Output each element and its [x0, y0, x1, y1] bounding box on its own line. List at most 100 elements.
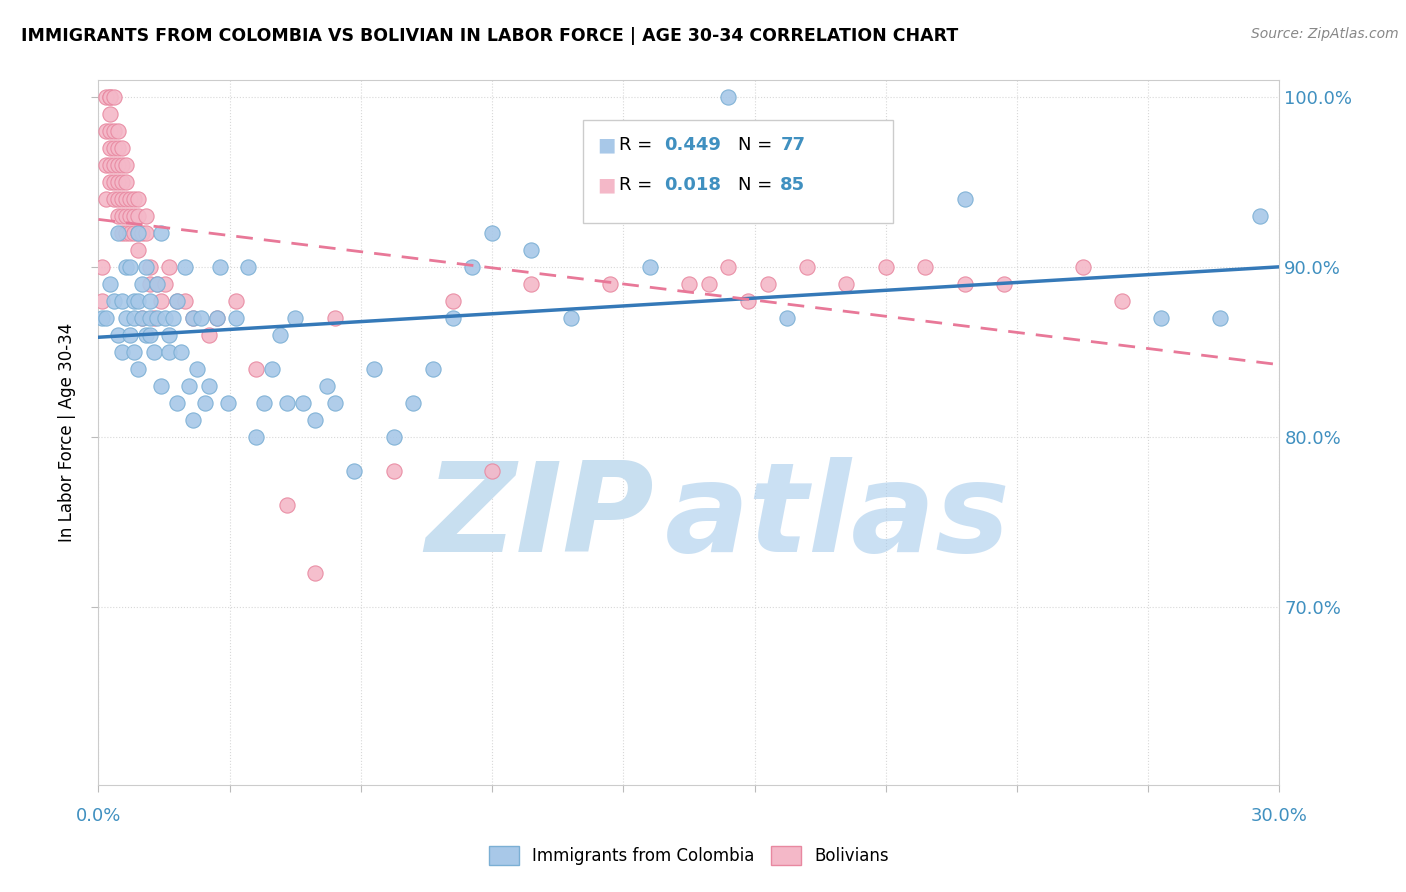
- Point: [190, 311, 212, 326]
- Text: ZIP: ZIP: [425, 457, 654, 578]
- Point: [382, 464, 405, 478]
- Point: [993, 277, 1015, 291]
- Point: [304, 566, 326, 580]
- Legend: Immigrants from Colombia, Bolivians: Immigrants from Colombia, Bolivians: [482, 839, 896, 871]
- Point: [225, 311, 247, 326]
- Point: [155, 277, 177, 291]
- Point: [131, 226, 153, 240]
- Point: [520, 243, 543, 257]
- Point: [177, 379, 200, 393]
- Point: [115, 260, 138, 274]
- Point: [127, 362, 149, 376]
- Text: 0.0%: 0.0%: [76, 807, 121, 825]
- Text: ■: ■: [598, 175, 616, 194]
- Point: [127, 226, 149, 240]
- Point: [678, 277, 700, 291]
- Point: [131, 311, 153, 326]
- Point: [323, 311, 346, 326]
- Point: [205, 311, 228, 326]
- Point: [142, 345, 165, 359]
- Point: [560, 311, 582, 326]
- Point: [135, 260, 157, 274]
- Point: [115, 209, 138, 223]
- Point: [146, 277, 169, 291]
- Point: [103, 293, 125, 308]
- Point: [197, 328, 219, 343]
- Point: [638, 260, 661, 274]
- Point: [118, 209, 141, 223]
- Point: [98, 124, 121, 138]
- Point: [103, 175, 125, 189]
- Point: [717, 260, 740, 274]
- Point: [122, 311, 145, 326]
- Point: [236, 260, 259, 274]
- Point: [1071, 260, 1094, 274]
- Point: [363, 362, 385, 376]
- Point: [122, 293, 145, 308]
- Point: [157, 260, 180, 274]
- Point: [138, 328, 160, 343]
- Point: [146, 311, 169, 326]
- Point: [953, 192, 976, 206]
- Point: [269, 328, 291, 343]
- Point: [138, 260, 160, 274]
- Point: [91, 293, 114, 308]
- Point: [103, 158, 125, 172]
- Point: [103, 124, 125, 138]
- Point: [1111, 293, 1133, 308]
- Text: Source: ZipAtlas.com: Source: ZipAtlas.com: [1251, 27, 1399, 41]
- Point: [197, 379, 219, 393]
- Point: [96, 311, 118, 326]
- Point: [205, 311, 228, 326]
- Point: [776, 311, 799, 326]
- Point: [181, 311, 204, 326]
- Point: [122, 345, 145, 359]
- Point: [107, 175, 129, 189]
- Point: [245, 430, 267, 444]
- Point: [98, 277, 121, 291]
- Point: [382, 430, 405, 444]
- Text: atlas: atlas: [665, 457, 1011, 578]
- Point: [122, 209, 145, 223]
- Point: [155, 311, 177, 326]
- Point: [138, 293, 160, 308]
- Point: [520, 277, 543, 291]
- Point: [111, 158, 134, 172]
- Y-axis label: In Labor Force | Age 30-34: In Labor Force | Age 30-34: [58, 323, 76, 542]
- Point: [138, 311, 160, 326]
- Point: [461, 260, 484, 274]
- Point: [127, 243, 149, 257]
- Text: R =: R =: [619, 136, 658, 154]
- Point: [138, 277, 160, 291]
- Point: [111, 226, 134, 240]
- Point: [343, 464, 366, 478]
- Point: [422, 362, 444, 376]
- Point: [96, 158, 118, 172]
- Point: [914, 260, 936, 274]
- Point: [111, 209, 134, 223]
- Point: [96, 192, 118, 206]
- Point: [953, 277, 976, 291]
- Text: 30.0%: 30.0%: [1251, 807, 1308, 825]
- Point: [166, 396, 188, 410]
- Point: [323, 396, 346, 410]
- Point: [131, 311, 153, 326]
- Point: [253, 396, 276, 410]
- Point: [717, 90, 740, 104]
- Point: [98, 107, 121, 121]
- Point: [115, 158, 138, 172]
- Point: [402, 396, 425, 410]
- Point: [103, 141, 125, 155]
- Point: [98, 175, 121, 189]
- Point: [599, 277, 621, 291]
- Text: IMMIGRANTS FROM COLOMBIA VS BOLIVIAN IN LABOR FORCE | AGE 30-34 CORRELATION CHAR: IMMIGRANTS FROM COLOMBIA VS BOLIVIAN IN …: [21, 27, 959, 45]
- Point: [107, 209, 129, 223]
- Point: [96, 124, 118, 138]
- Point: [103, 90, 125, 104]
- Point: [91, 311, 114, 326]
- Point: [150, 379, 173, 393]
- Point: [162, 311, 184, 326]
- Point: [157, 345, 180, 359]
- Text: 0.018: 0.018: [664, 176, 721, 194]
- Point: [194, 396, 217, 410]
